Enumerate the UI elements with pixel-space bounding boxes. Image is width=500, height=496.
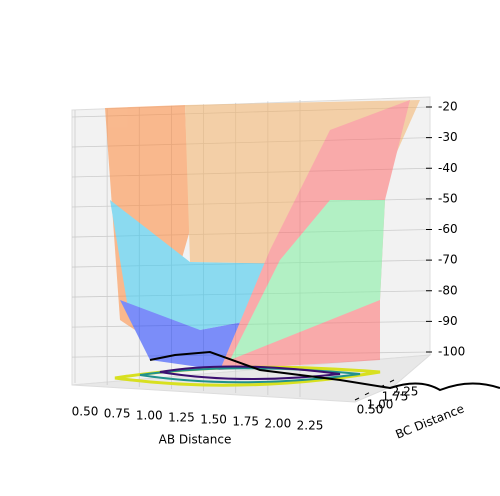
- z-tick-label: -80: [438, 283, 458, 297]
- x-tick-label: 0.75: [104, 407, 131, 421]
- contours: [114, 350, 500, 392]
- x-tick-label: 2.25: [297, 419, 324, 433]
- surface: [105, 100, 420, 370]
- z-tick-label: -50: [438, 191, 458, 205]
- x-tick-label: 1.25: [168, 411, 195, 425]
- contour: [159, 365, 341, 381]
- y-tick: [354, 397, 360, 401]
- z-tick-label: -70: [438, 253, 458, 267]
- x-axis-label: AB Distance: [159, 433, 232, 447]
- y-tick-label: 2.25: [392, 385, 419, 399]
- x-tick-label: 2.00: [264, 417, 291, 431]
- x-tick-label: 1.00: [136, 409, 163, 423]
- contour: [139, 367, 361, 384]
- z-tick-label: -100: [438, 345, 465, 359]
- surface-right-low: [230, 200, 385, 360]
- z-tick-label: -40: [438, 161, 458, 175]
- x-tick-label: 1.75: [232, 415, 259, 429]
- y-tick-label: 1.75: [382, 390, 409, 404]
- trajectory: [149, 350, 500, 392]
- x-tick-label: 1.50: [200, 413, 227, 427]
- y-tick: [379, 384, 385, 388]
- y-tick-label: 1.00: [367, 397, 394, 411]
- z-tick-label: -60: [438, 222, 458, 236]
- y-tick: [364, 392, 370, 396]
- z-tick-label: -90: [438, 314, 458, 328]
- y-axis-label: BC Distance: [393, 401, 466, 441]
- y-tick: [389, 379, 395, 383]
- z-tick-label: -30: [438, 130, 458, 144]
- x-tick-label: 0.50: [72, 405, 99, 419]
- y-tick-label: 0.50: [357, 403, 384, 417]
- z-tick-label: -20: [438, 100, 458, 114]
